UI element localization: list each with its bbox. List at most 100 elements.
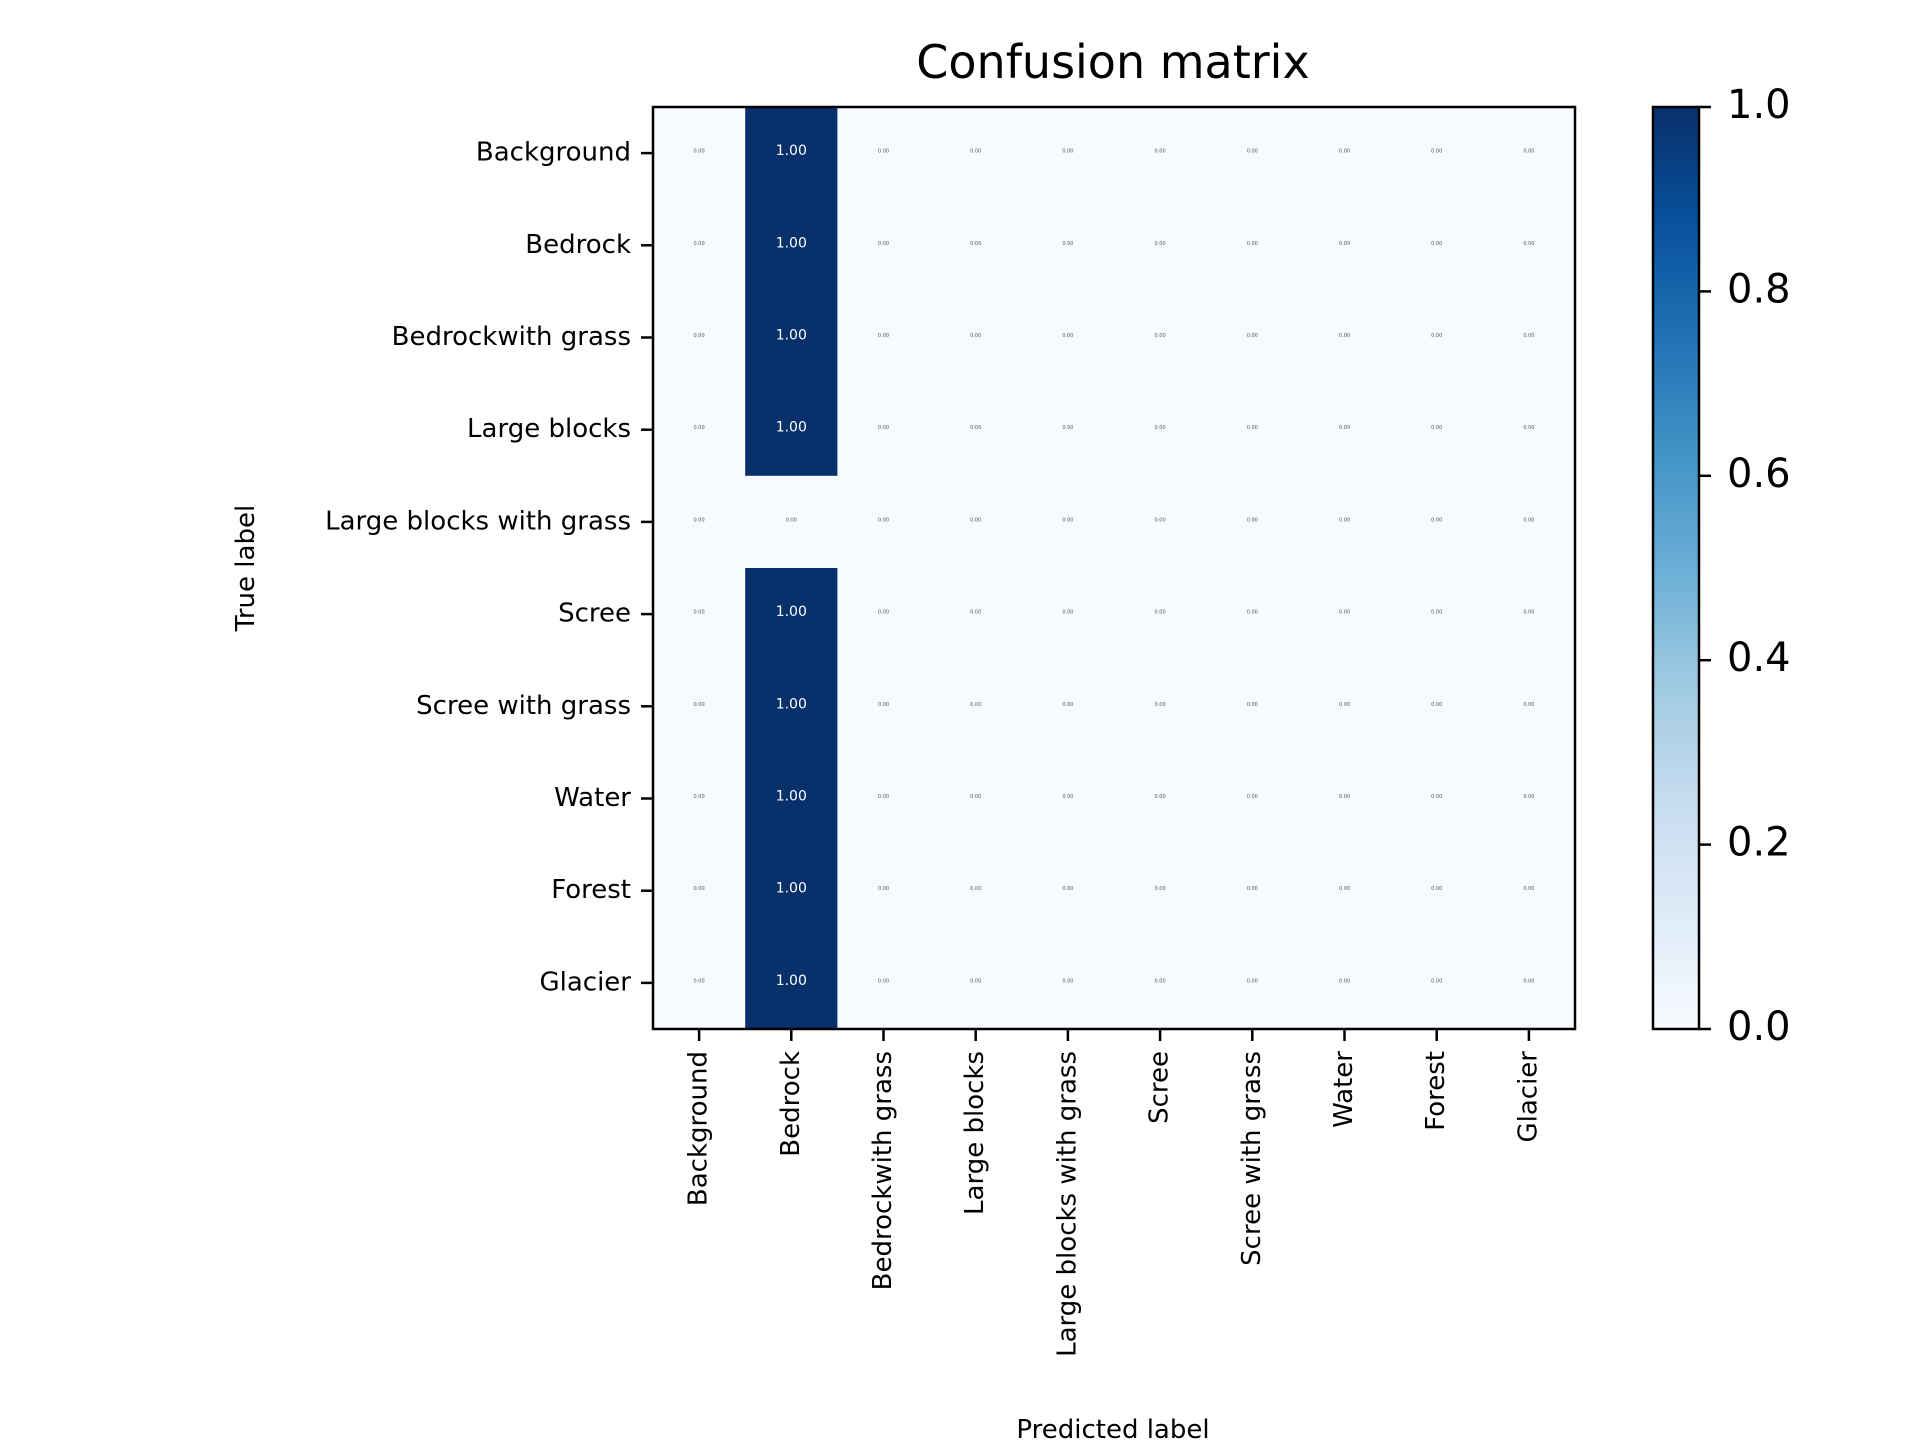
heatmap-cell	[929, 660, 1023, 753]
heatmap-cell	[837, 383, 931, 477]
cell-value-label: 0.00	[878, 610, 889, 616]
cell-value-label: 0.00	[1155, 886, 1166, 892]
cell-value-label: 0.00	[970, 149, 981, 155]
heatmap-cell	[1114, 199, 1207, 292]
cell-value-label: 0.00	[1062, 794, 1073, 800]
heatmap-cell	[1298, 199, 1392, 292]
y-tick-label: Large blocks	[467, 414, 631, 444]
heatmap-cell	[1021, 383, 1115, 477]
cell-value-label: 0.00	[1062, 425, 1073, 431]
cell-value-label: 0.00	[1431, 702, 1442, 708]
y-tick-label: Scree	[558, 599, 631, 629]
cell-value-label: 0.00	[1247, 425, 1258, 431]
heatmap-cell	[1390, 752, 1484, 846]
heatmap-cell	[653, 475, 746, 569]
cell-value-label: 0.00	[1062, 610, 1073, 616]
y-tick-label: Forest	[551, 875, 631, 905]
heatmap-cell	[1390, 844, 1484, 938]
x-tick-label: Large blocks with grass	[1052, 1051, 1082, 1357]
cell-value-label: 1.00	[776, 143, 807, 159]
colorbar-tick-label: 0.2	[1727, 820, 1791, 866]
cell-value-label: 0.00	[878, 149, 889, 155]
cell-value-label: 0.00	[1062, 517, 1073, 523]
cell-value-label: 0.00	[878, 425, 889, 431]
x-axis-ticks: Background Bedrock Bedrockwith grass Large …	[684, 1029, 1543, 1357]
heatmap-cell	[1482, 936, 1576, 1030]
heatmap-cell	[653, 752, 746, 846]
heatmap-cell	[1206, 291, 1299, 385]
heatmap-cell	[929, 936, 1023, 1030]
cell-value-label: 0.00	[1523, 978, 1534, 984]
heatmap-cell	[1021, 291, 1115, 385]
y-tick-label: Scree with grass	[416, 691, 631, 721]
cell-value-label: 0.00	[1431, 425, 1442, 431]
cell-value-label: 0.00	[1431, 978, 1442, 984]
cell-value-label: 0.00	[1523, 702, 1534, 708]
heatmap-cell	[1114, 752, 1207, 846]
y-tick-label: Bedrockwith grass	[392, 322, 631, 352]
x-axis-label: Predicted label	[1016, 1415, 1209, 1440]
heatmap-cell	[1021, 107, 1115, 200]
heatmap-cell	[1021, 936, 1115, 1030]
cell-value-label: 0.00	[694, 886, 705, 892]
cell-value-label: 0.00	[1431, 610, 1442, 616]
cell-value-label: 0.00	[1062, 702, 1073, 708]
cell-value-label: 1.00	[776, 696, 807, 712]
heatmap-cell	[653, 383, 746, 477]
x-tick-label: Glacier	[1513, 1051, 1543, 1143]
heatmap-cell	[1114, 475, 1207, 569]
heatmap-cell	[1021, 660, 1115, 753]
y-tick-label: Water	[554, 783, 631, 813]
cell-value-label: 1.00	[776, 973, 807, 989]
heatmap-cell	[1206, 936, 1299, 1030]
heatmap-cell	[1206, 752, 1299, 846]
cell-value-label: 0.00	[1155, 794, 1166, 800]
heatmap-cell	[1206, 383, 1299, 477]
cell-value-label: 0.00	[878, 886, 889, 892]
heatmap-cell	[653, 936, 746, 1030]
heatmap-cell	[745, 660, 838, 753]
x-tick-label: Bedrockwith grass	[868, 1051, 898, 1290]
heatmap-cell	[1390, 568, 1484, 661]
heatmap-cell	[745, 199, 838, 292]
cell-value-label: 0.00	[1431, 149, 1442, 155]
colorbar-frame	[1651, 105, 1701, 1031]
cell-value-label: 0.00	[1523, 333, 1534, 339]
cell-value-label: 0.00	[1339, 794, 1350, 800]
colorbar-tick-label: 0.0	[1727, 1004, 1791, 1050]
cell-value-label: 0.00	[1431, 794, 1442, 800]
cell-value-label: 0.00	[1339, 702, 1350, 708]
heatmap-cell	[1114, 844, 1207, 938]
cell-value-label: 0.00	[1247, 149, 1258, 155]
cell-value-label: 0.00	[970, 610, 981, 616]
heatmap-cell	[653, 107, 746, 200]
cell-value-label: 0.00	[1523, 149, 1534, 155]
heatmap-cell	[837, 199, 931, 292]
heatmap-cell	[837, 291, 931, 385]
heatmap-cell	[1114, 568, 1207, 661]
heatmap-cell	[653, 844, 746, 938]
heatmap-cell	[1482, 199, 1576, 292]
cell-value-label: 0.00	[1339, 978, 1350, 984]
cell-value-label: 0.00	[694, 425, 705, 431]
x-tick-label: Scree with grass	[1237, 1051, 1267, 1266]
cell-value-label: 0.00	[1431, 333, 1442, 339]
cell-value-label: 0.00	[878, 702, 889, 708]
cell-value-label: 0.00	[1247, 702, 1258, 708]
heatmap-cell	[1114, 936, 1207, 1030]
cell-value-label: 0.00	[1155, 333, 1166, 339]
heatmap-cell	[929, 475, 1023, 569]
cell-value-label: 0.00	[1431, 886, 1442, 892]
cell-value-label: 0.00	[1155, 610, 1166, 616]
cell-value-label: 0.00	[694, 978, 705, 984]
cell-value-label: 0.00	[1523, 794, 1534, 800]
cell-value-label: 0.00	[1062, 241, 1073, 247]
cell-value-label: 0.00	[1247, 978, 1258, 984]
heatmap-cell	[1482, 291, 1576, 385]
cell-value-label: 0.00	[1155, 425, 1166, 431]
x-tick-label: Scree	[1145, 1051, 1175, 1124]
heatmap-cell	[1114, 660, 1207, 753]
heatmap-cell	[1114, 291, 1207, 385]
cell-value-label: 0.00	[1247, 517, 1258, 523]
